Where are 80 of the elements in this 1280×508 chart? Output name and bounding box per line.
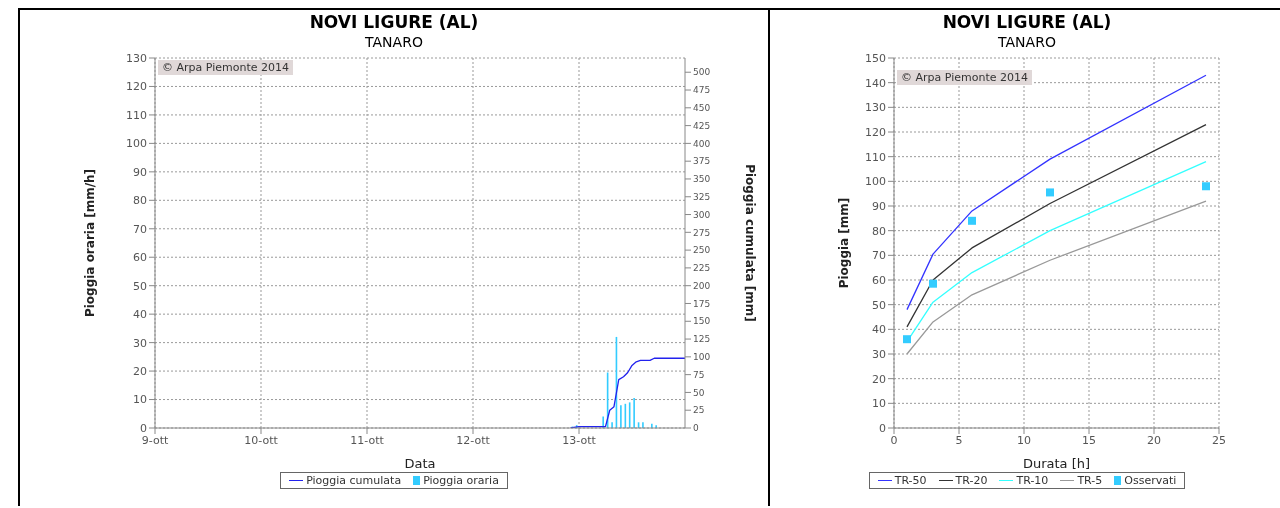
legend-label: TR-5 — [1077, 474, 1103, 487]
y-tick-label: 140 — [865, 76, 886, 90]
y-tick-label: 110 — [126, 108, 147, 122]
y-tick-label: 60 — [133, 251, 147, 265]
chart-subtitle: TANARO — [364, 34, 424, 50]
y-axis-title: Pioggia oraria [mm/h] — [83, 168, 98, 318]
y2-tick-label: 275 — [693, 227, 711, 238]
x-tick-label: 15 — [1082, 433, 1096, 447]
x-tick-label: 11-ott — [350, 433, 385, 447]
y-tick-label: 90 — [133, 165, 147, 179]
y2-tick-label: 450 — [693, 103, 711, 113]
x-tick-label: 10 — [1017, 433, 1031, 447]
y-tick-label: 120 — [126, 80, 147, 94]
y-tick-label: 80 — [872, 224, 886, 238]
y-tick-label: 100 — [126, 137, 147, 151]
legend-label: TR-10 — [1016, 474, 1049, 487]
y-tick-label: 130 — [126, 51, 147, 65]
y-tick-label: 80 — [133, 194, 147, 208]
legend-label: TR-50 — [894, 474, 927, 487]
x-axis-title: Durata [h] — [1022, 456, 1091, 471]
y2-tick-label: 50 — [693, 387, 705, 398]
x-tick-label: 12-ott — [456, 433, 491, 447]
x-tick-label: 10-ott — [244, 433, 279, 447]
x-tick-label: 13-ott — [562, 433, 597, 447]
y-tick-label: 30 — [872, 347, 886, 361]
y-tick-label: 40 — [133, 308, 147, 322]
y2-tick-label: 225 — [693, 263, 711, 274]
y-tick-label: 100 — [865, 175, 886, 189]
y-tick-label: 120 — [865, 125, 886, 139]
y-tick-label: 70 — [133, 222, 147, 236]
y-tick-label: 50 — [872, 298, 886, 312]
y2-tick-label: 75 — [693, 369, 705, 380]
y-tick-label: 0 — [879, 421, 886, 435]
y2-tick-label: 350 — [693, 174, 711, 185]
legend-label: Pioggia oraria — [423, 474, 499, 487]
y2-axis-title: Pioggia cumulata [mm] — [742, 164, 757, 322]
y-tick-label: 0 — [140, 421, 147, 435]
y-tick-label: 40 — [872, 323, 886, 337]
y2-tick-label: 375 — [693, 156, 711, 167]
y-tick-label: 50 — [133, 279, 147, 293]
y-tick-label: 130 — [865, 101, 886, 115]
annotation: © Arpa Piemonte 2014 — [897, 70, 1032, 85]
y-tick-label: 70 — [872, 249, 886, 263]
y2-tick-label: 400 — [693, 138, 711, 149]
annotation: © Arpa Piemonte 2014 — [158, 60, 293, 75]
x-tick-label: 25 — [1212, 433, 1226, 447]
y-tick-label: 20 — [872, 372, 886, 386]
y2-tick-label: 425 — [693, 120, 711, 131]
x-axis-title: Data — [404, 456, 436, 471]
y-tick-label: 10 — [872, 397, 886, 411]
y2-tick-label: 475 — [693, 85, 711, 96]
y2-tick-label: 25 — [693, 405, 705, 416]
y-tick-label: 60 — [872, 273, 886, 287]
chart-title: NOVI LIGURE (AL) — [308, 12, 480, 32]
x-tick-label: 0 — [890, 433, 898, 447]
legend-label: Pioggia cumulata — [306, 474, 402, 487]
chart-subtitle: TANARO — [997, 34, 1057, 50]
y-axis-title: Pioggia [mm] — [837, 197, 852, 289]
chart-title: NOVI LIGURE (AL) — [941, 12, 1113, 32]
y2-tick-label: 125 — [693, 334, 711, 345]
y-tick-label: 90 — [872, 199, 886, 213]
x-tick-label: 9-ott — [141, 433, 169, 447]
y2-tick-label: 100 — [693, 352, 711, 363]
y2-tick-label: 300 — [693, 209, 711, 220]
y-tick-label: 110 — [865, 150, 886, 164]
y2-tick-label: 250 — [693, 245, 711, 256]
y-tick-label: 150 — [865, 51, 886, 65]
y-tick-label: 10 — [133, 393, 147, 407]
y2-tick-label: 325 — [693, 191, 711, 202]
y2-tick-label: 200 — [693, 280, 711, 291]
x-tick-label: 20 — [1147, 433, 1161, 447]
y2-tick-label: 500 — [693, 67, 711, 78]
y2-tick-label: 175 — [693, 298, 711, 309]
y2-tick-label: 150 — [693, 316, 711, 327]
y-tick-label: 30 — [133, 336, 147, 350]
y2-tick-label: 0 — [693, 423, 699, 434]
x-tick-label: 5 — [955, 433, 963, 447]
y-tick-label: 20 — [133, 364, 147, 378]
legend-label: Osservati — [1124, 474, 1177, 487]
legend-label: TR-20 — [955, 474, 988, 487]
